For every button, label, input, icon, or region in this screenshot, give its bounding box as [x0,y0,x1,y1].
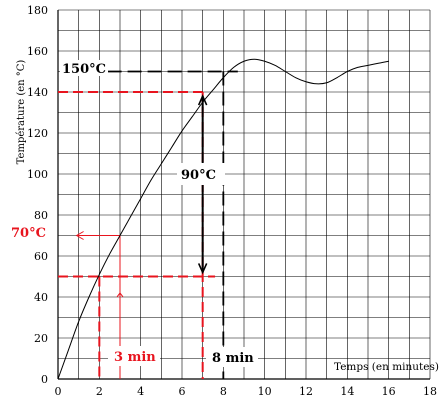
y-tick-label: 20 [34,332,48,345]
label-150c: 150°C [62,62,106,77]
series-line-temperature [57,58,389,380]
x-tick-label: 10 [258,385,272,398]
arrow-90-head-top [197,94,208,106]
y-tick-label: 0 [41,373,48,386]
arrow-70 [75,231,84,240]
label-150-bg [60,60,108,76]
x-tick-label: 2 [96,385,103,398]
y-tick-label: 80 [34,209,48,222]
y-tick-label: 180 [27,4,48,17]
y-tick-label: 40 [34,291,48,304]
arrow-90-head-bottom [197,263,208,275]
label-8min-bg [206,347,258,367]
x-tick-label: 18 [423,385,437,398]
y-tick-label: 100 [27,168,48,181]
construction-lines [58,70,238,379]
y-axis-label: Température (en °C) [16,60,27,165]
y-tick-label: 120 [27,127,48,140]
grid [57,9,431,380]
y-tick-label: 60 [34,250,48,263]
label-90-bg [177,163,225,185]
label-70c: 70°C [11,226,46,241]
y-tick-label: 140 [27,86,48,99]
x-tick-label: 14 [340,385,354,398]
arrow-3min [116,292,124,298]
x-tick-label: 16 [382,385,396,398]
label-8min: 8 min [212,351,254,366]
x-tick-label: 0 [55,385,62,398]
x-tick-label: 12 [299,385,313,398]
y-tick-label: 160 [27,45,48,58]
label-90c: 90°C [181,168,216,183]
x-tick-label: 4 [137,385,144,398]
x-tick-label: 8 [220,385,227,398]
label-3min: 3 min [114,350,156,365]
x-axis-label: Temps (en minutes) [334,361,439,373]
label-3min-bg [108,346,160,366]
x-tick-label: 6 [179,385,186,398]
